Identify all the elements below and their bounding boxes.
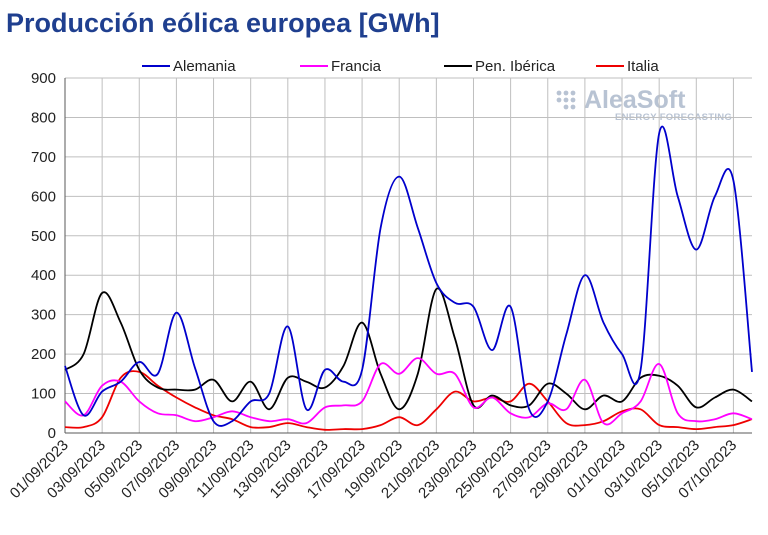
y-tick-label: 0 bbox=[48, 425, 56, 442]
x-axis-tick-labels: 01/09/202303/09/202305/09/202307/09/2023… bbox=[7, 437, 741, 502]
logo-dot-0 bbox=[556, 90, 562, 96]
series-line-francia bbox=[64, 357, 753, 426]
y-tick-label: 800 bbox=[31, 109, 56, 126]
legend-label-italia: Italia bbox=[627, 58, 659, 75]
y-tick-label: 900 bbox=[31, 70, 56, 87]
y-tick-label: 100 bbox=[31, 386, 56, 403]
legend-label-francia: Francia bbox=[331, 58, 382, 75]
series-line-pen-iberica bbox=[64, 287, 753, 411]
y-tick-label: 200 bbox=[31, 346, 56, 363]
y-tick-label: 400 bbox=[31, 267, 56, 284]
y-axis-tick-labels: 0 100 200 300 400 500 600 700 800 900 bbox=[31, 70, 56, 442]
series-line-alemania bbox=[64, 125, 753, 427]
chart-legend: Alemania Francia Pen. Ibérica Italia bbox=[142, 58, 659, 75]
series-lines bbox=[64, 125, 753, 431]
logo-dot-6 bbox=[563, 104, 569, 110]
logo-dot-4 bbox=[563, 97, 569, 103]
plot-gridlines bbox=[64, 77, 752, 434]
y-tick-label: 700 bbox=[31, 149, 56, 166]
logo-dot-3 bbox=[556, 97, 562, 103]
y-tick-label: 300 bbox=[31, 307, 56, 324]
logo-dot-5 bbox=[570, 97, 576, 103]
logo-dots-icon bbox=[556, 90, 576, 110]
logo-dot-1 bbox=[563, 90, 569, 96]
legend-label-pen-iberica: Pen. Ibérica bbox=[475, 58, 556, 75]
legend-label-alemania: Alemania bbox=[173, 58, 236, 75]
y-tick-label: 500 bbox=[31, 228, 56, 245]
y-tick-label: 600 bbox=[31, 188, 56, 205]
chart-title: Producción eólica europea [GWh] bbox=[6, 8, 440, 38]
series-line-italia bbox=[64, 370, 753, 431]
logo-dot-2 bbox=[570, 90, 576, 96]
logo-dot-7 bbox=[570, 104, 576, 110]
logo-wordmark: AleaSoft bbox=[584, 86, 686, 114]
